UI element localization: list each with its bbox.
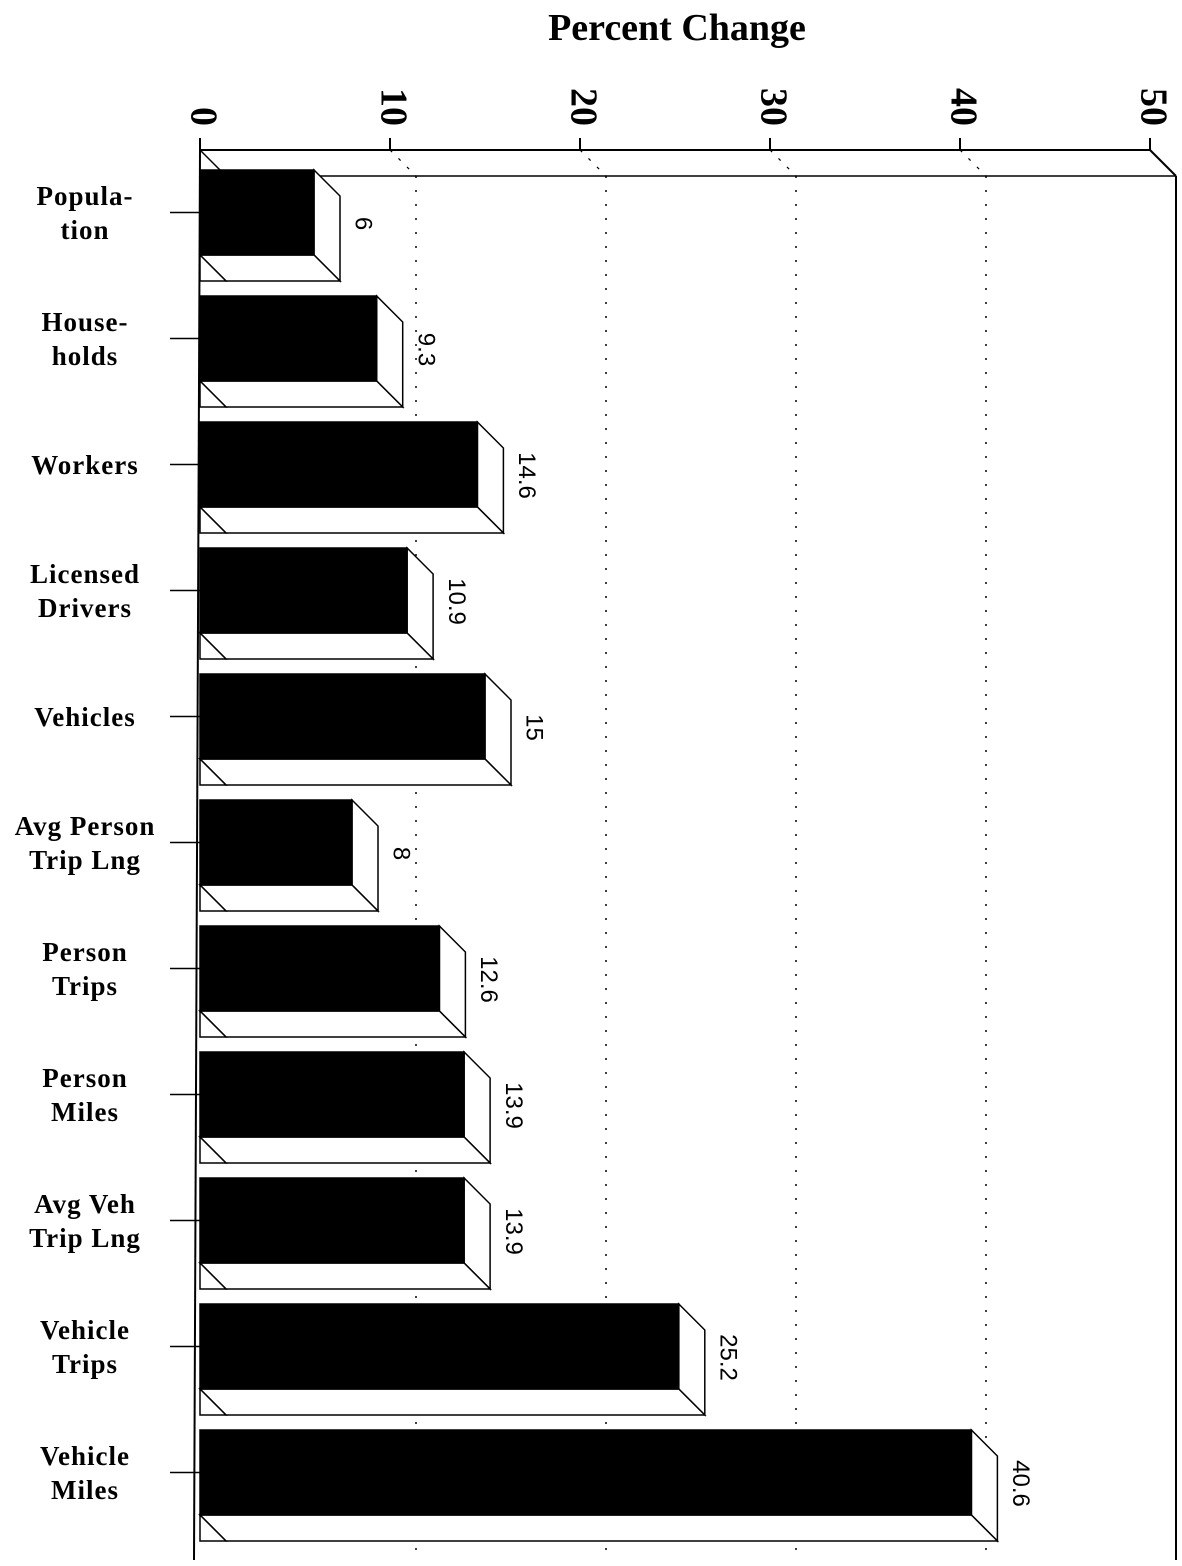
- category-label: Vehicle Trips: [40, 1314, 130, 1379]
- bar-base: [199, 1009, 228, 1038]
- bar: [199, 1177, 465, 1264]
- bar: [199, 799, 353, 886]
- bar: [199, 1429, 973, 1516]
- value-label: 15: [521, 714, 548, 741]
- bar-base: [199, 757, 228, 786]
- bar: [199, 547, 408, 634]
- grid-line: [959, 149, 987, 177]
- bar-base: [199, 883, 228, 912]
- value-label: 12.6: [475, 956, 502, 1003]
- category-label: Popula- tion: [36, 180, 134, 245]
- bar-bottom: [198, 506, 506, 534]
- category-label: Avg Veh Trip Lng: [29, 1188, 141, 1253]
- bar: [199, 169, 315, 256]
- x-tick-label: 50: [1132, 88, 1174, 126]
- axis-depth: [1149, 149, 1177, 177]
- bar-base: [199, 253, 228, 282]
- category-label: Vehicles: [34, 701, 136, 732]
- bar-bottom: [198, 632, 435, 660]
- category-label: Licensed Drivers: [29, 558, 140, 623]
- axis-left: [193, 149, 201, 1561]
- value-label: 14.6: [513, 452, 540, 499]
- bar-base: [199, 379, 228, 408]
- bar-base: [199, 1135, 228, 1164]
- x-tick-label: 20: [562, 88, 604, 126]
- category-label: House- holds: [41, 306, 129, 371]
- value-label: 6: [350, 217, 377, 230]
- bar-base: [199, 1387, 228, 1416]
- bar: [199, 925, 441, 1012]
- value-label: 8: [388, 847, 415, 860]
- value-label: 10.9: [443, 578, 470, 625]
- bar: [199, 421, 479, 508]
- x-tick-label: 10: [372, 88, 414, 126]
- bar: [199, 1051, 465, 1138]
- grid-line: [579, 149, 607, 177]
- value-label: 25.2: [714, 1334, 741, 1381]
- category-label: Avg Person Trip Lng: [14, 810, 156, 875]
- bar-bottom: [198, 1010, 468, 1038]
- bar: [199, 1303, 680, 1390]
- grid-line: [769, 149, 797, 177]
- bar-bottom: [198, 1514, 1000, 1542]
- bar: [199, 295, 378, 382]
- value-label: 40.6: [1007, 1460, 1034, 1507]
- bar-base: [199, 505, 228, 534]
- value-label: 13.9: [500, 1082, 527, 1129]
- axis-title: Percent Change: [548, 7, 806, 49]
- x-tick-label: 0: [182, 107, 224, 126]
- bar-bottom: [198, 380, 405, 408]
- x-tick-label: 40: [942, 88, 984, 126]
- x-tick-label: 30: [752, 88, 794, 126]
- bar: [199, 673, 486, 760]
- bar-bottom: [198, 758, 513, 786]
- category-label: Person Trips: [42, 936, 128, 1001]
- bar-base: [199, 1513, 228, 1542]
- category-label: Vehicle Miles: [40, 1440, 130, 1505]
- bar-base: [199, 631, 228, 660]
- grid-line: [389, 149, 417, 177]
- bar-base: [199, 1261, 228, 1290]
- category-label: Person Miles: [42, 1062, 128, 1127]
- bar-bottom: [198, 1262, 492, 1290]
- bar-bottom: [198, 884, 380, 912]
- bar-bottom: [198, 1388, 707, 1416]
- bar-bottom: [198, 1136, 492, 1164]
- category-label: Workers: [31, 449, 139, 480]
- value-label: 9.3: [412, 333, 439, 366]
- value-label: 13.9: [500, 1208, 527, 1255]
